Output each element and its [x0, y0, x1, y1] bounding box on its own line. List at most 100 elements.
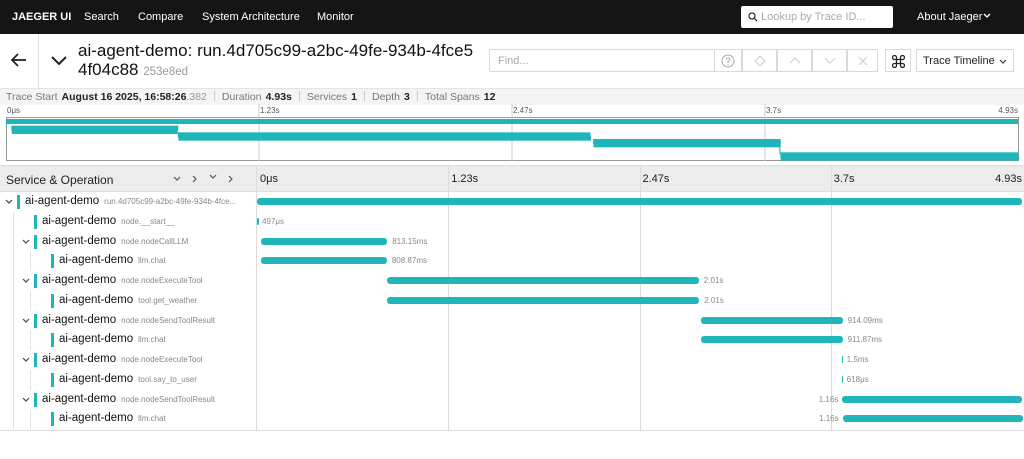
tree-guide — [13, 211, 14, 232]
timeline-tick-label: 4.93s — [995, 173, 1022, 185]
find-placeholder: Find... — [498, 55, 529, 67]
chevron — [999, 59, 1007, 64]
tree-guide — [30, 251, 31, 271]
span-bar[interactable] — [842, 395, 1023, 403]
cmd-icon — [892, 55, 905, 68]
minimap-tick-label: 1.23s — [260, 106, 280, 115]
help-button[interactable] — [714, 49, 742, 72]
collapse-toggle[interactable] — [50, 55, 68, 66]
span-bar[interactable] — [842, 415, 1023, 423]
nav-link[interactable]: Monitor — [317, 11, 354, 23]
duration-label: 1.16s — [819, 414, 839, 424]
span-name[interactable]: ai-agent-demo tool.get_weather — [59, 294, 197, 306]
service-color — [51, 293, 54, 308]
operation-name: node.nodeExecuteTool — [121, 355, 203, 364]
prev-button[interactable] — [777, 49, 812, 72]
trace-search[interactable]: Lookup by Trace ID... — [741, 6, 893, 28]
service-color — [34, 313, 37, 328]
span-name[interactable]: ai-agent-demo node.__start__ — [42, 215, 175, 227]
expand-toggle[interactable] — [5, 199, 13, 205]
duration-label: 914.09ms — [847, 315, 883, 325]
span-name[interactable]: ai-agent-demo node.nodeSendToolResult — [42, 393, 215, 405]
nav-link[interactable]: Compare — [138, 11, 184, 23]
expand-toggle[interactable] — [22, 397, 30, 403]
summary-value: 4.93s — [265, 91, 292, 103]
view-select[interactable]: Trace Timeline — [916, 49, 1014, 72]
span-bar[interactable] — [261, 237, 388, 245]
chevron — [983, 13, 991, 18]
locate-button[interactable] — [742, 49, 777, 72]
span-bar[interactable] — [386, 277, 699, 284]
shortcuts-button[interactable] — [885, 49, 911, 72]
table-header — [0, 165, 1024, 192]
minimap-span — [779, 145, 781, 151]
about-menu[interactable]: About Jaeger — [917, 11, 983, 23]
search-placeholder: Lookup by Trace ID... — [761, 11, 866, 23]
timeline-tick-label: 3.7s — [833, 173, 855, 185]
clear-button[interactable] — [847, 49, 878, 72]
chevron — [22, 239, 30, 244]
timeline-tick-label: 0μs — [260, 173, 278, 185]
header-controls[interactable] — [172, 174, 242, 184]
service-color — [34, 214, 37, 229]
expand-toggle[interactable] — [22, 239, 30, 245]
span-name[interactable]: ai-agent-demo node.nodeSendToolResult — [42, 314, 215, 326]
summary: Trace Start August 16 2025, 16:58:26.382 D… — [6, 91, 495, 103]
span-bar[interactable] — [257, 217, 259, 225]
operation-name: node.nodeSendToolResult — [121, 315, 216, 325]
operation-name: tool.say_to_user — [138, 374, 197, 384]
minimap-span — [11, 129, 178, 134]
expand-toggle[interactable] — [22, 357, 30, 363]
span-bar[interactable] — [841, 356, 844, 363]
next-button[interactable] — [812, 49, 847, 72]
nav-link[interactable]: System Architecture — [202, 11, 300, 23]
minimap-span — [6, 122, 7, 128]
chevron — [22, 397, 30, 402]
summary-label: Trace Start — [6, 91, 58, 103]
operation-name: run.4d705c99-a2bc-49fe-934b-4fce... — [104, 197, 237, 206]
duration-label: 2.01s — [703, 276, 724, 285]
service-color — [51, 372, 54, 387]
service-name: ai-agent-demo — [59, 333, 134, 346]
span-name[interactable]: ai-agent-demo llm.chat — [59, 254, 166, 266]
tree-guide — [13, 330, 14, 350]
span-name[interactable]: ai-agent-demo node.nodeCallLLM — [42, 235, 188, 247]
service-color — [34, 234, 37, 249]
separator — [363, 91, 365, 101]
chevron — [22, 357, 30, 362]
span-bar[interactable] — [701, 336, 843, 344]
expand-toggle[interactable] — [22, 318, 30, 324]
span-bar[interactable] — [841, 375, 844, 383]
span-bar[interactable] — [700, 316, 843, 324]
span-bar[interactable] — [257, 198, 1022, 205]
expand-toggle[interactable] — [22, 278, 30, 284]
minimap-tick-label: 4.93s — [998, 106, 1018, 115]
span-bar[interactable] — [261, 257, 387, 265]
operation-name: node.nodeSendToolResult — [121, 394, 216, 404]
span-bar[interactable] — [387, 296, 700, 304]
service-name: ai-agent-demo — [59, 254, 134, 267]
pane-divider — [256, 165, 257, 430]
service-name: ai-agent-demo — [42, 313, 117, 326]
service-color — [17, 195, 20, 209]
service-name: ai-agent-demo — [59, 412, 134, 425]
minimap-span — [11, 125, 179, 131]
duration-label: 1.5ms — [846, 355, 869, 364]
nav-link[interactable]: Search — [84, 11, 119, 23]
span-name[interactable]: ai-agent-demo tool.say_to_user — [59, 373, 197, 385]
service-name: ai-agent-demo — [25, 195, 100, 207]
back-button[interactable] — [10, 52, 28, 68]
grid-line — [830, 165, 832, 430]
span-name[interactable]: ai-agent-demo llm.chat — [59, 412, 166, 424]
span-name[interactable]: ai-agent-demo llm.chat — [59, 333, 166, 345]
service-color — [51, 333, 54, 348]
span-name[interactable]: ai-agent-demo node.nodeExecuteTool — [42, 353, 203, 365]
brand[interactable]: JAEGER UI — [12, 11, 72, 23]
service-name: ai-agent-demo — [42, 392, 117, 405]
span-name[interactable]: ai-agent-demo run.4d705c99-a2bc-49fe-934b… — [25, 195, 236, 207]
span-name[interactable]: ai-agent-demo node.nodeExecuteTool — [42, 274, 203, 286]
service-name: ai-agent-demo — [59, 293, 134, 306]
minimap-tick-label: 2.47s — [513, 106, 533, 115]
trace-title-text: ai-agent-demo: run.4d705c99-a2bc-49fe-93… — [78, 41, 474, 79]
